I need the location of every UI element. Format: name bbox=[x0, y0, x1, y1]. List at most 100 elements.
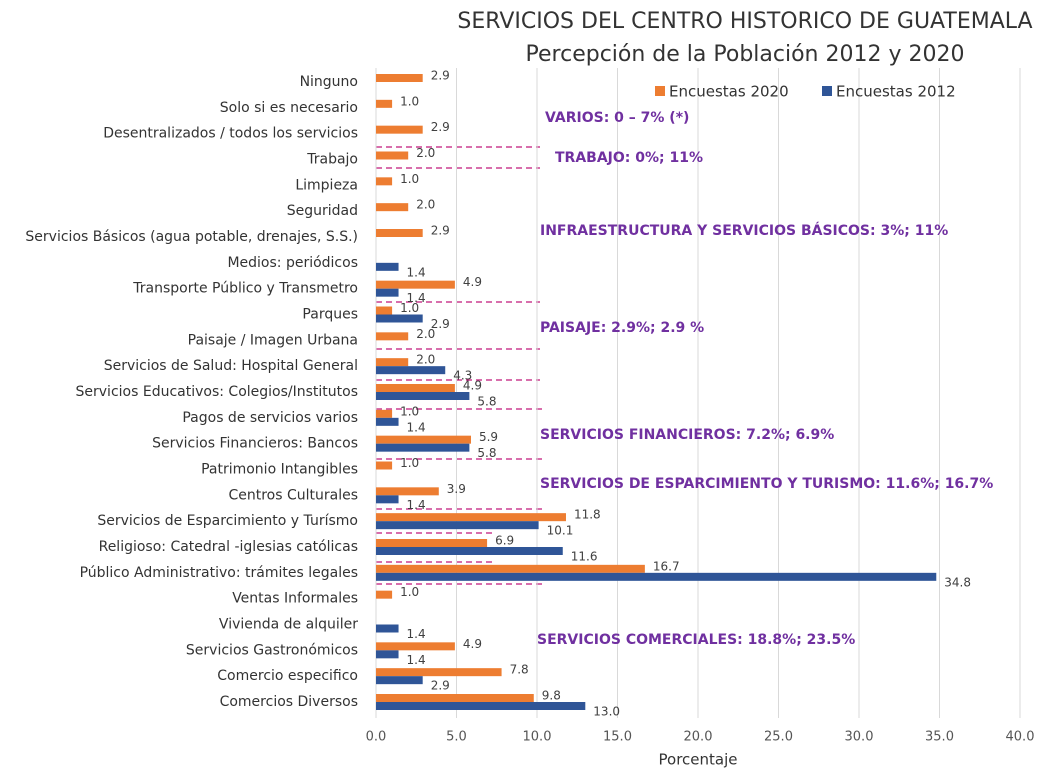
value-label: 2.0 bbox=[416, 198, 435, 212]
y-tick-label: Trabajo bbox=[306, 152, 358, 168]
chart-subtitle: Percepción de la Población 2012 y 2020 bbox=[526, 42, 965, 67]
x-tick-label: 10.0 bbox=[523, 730, 552, 745]
bar bbox=[376, 392, 470, 400]
y-tick-label: Parques bbox=[302, 307, 358, 323]
y-tick-label: Público Administrativo: trámites legales bbox=[80, 565, 358, 581]
value-label: 1.4 bbox=[407, 498, 426, 512]
value-label: 4.9 bbox=[463, 637, 482, 651]
x-tick-label: 30.0 bbox=[845, 730, 874, 745]
y-tick-label: Vivienda de alquiler bbox=[219, 617, 358, 633]
value-label: 2.9 bbox=[431, 69, 450, 83]
y-tick-label: Desentralizados / todos los servicios bbox=[103, 126, 358, 142]
value-label: 2.0 bbox=[416, 327, 435, 341]
bar bbox=[376, 74, 423, 82]
annotation: VARIOS: 0 – 7% (*) bbox=[545, 110, 689, 126]
annotation: SERVICIOS FINANCIEROS: 7.2%; 6.9% bbox=[540, 427, 834, 443]
y-tick-label: Servicios Gastronómicos bbox=[186, 642, 358, 658]
value-label: 2.9 bbox=[431, 679, 450, 693]
bar bbox=[376, 358, 409, 367]
y-tick-label: Ventas Informales bbox=[232, 591, 358, 607]
value-label: 9.8 bbox=[542, 689, 561, 703]
y-tick-label: Servicios de Esparcimiento y Turísmo bbox=[97, 513, 358, 529]
bar bbox=[376, 694, 534, 702]
value-label: 10.1 bbox=[547, 524, 574, 538]
y-tick-label: Solo si es necesario bbox=[220, 100, 358, 116]
bar bbox=[376, 513, 566, 522]
annotation: INFRAESTRUCTURA Y SERVICIOS BÁSICOS: 3%;… bbox=[540, 222, 948, 239]
value-label: 1.0 bbox=[400, 301, 419, 315]
annotation: SERVICIOS DE ESPARCIMIENTO Y TURISMO: 11… bbox=[540, 476, 993, 492]
value-label: 2.0 bbox=[416, 146, 435, 160]
bar bbox=[376, 521, 539, 530]
bar bbox=[376, 461, 393, 470]
y-tick-label: Servicios Educativos: Colegios/Instituto… bbox=[76, 384, 358, 400]
bar bbox=[376, 314, 423, 323]
bar bbox=[376, 366, 446, 375]
y-tick-label: Comercio especifico bbox=[217, 668, 358, 684]
value-label: 2.9 bbox=[431, 317, 450, 331]
bar bbox=[376, 177, 393, 186]
bar bbox=[376, 590, 393, 599]
value-label: 4.3 bbox=[453, 369, 472, 383]
y-tick-label: Servicios Básicos (agua potable, drenaje… bbox=[25, 229, 358, 245]
bar bbox=[376, 229, 423, 237]
bar bbox=[376, 288, 399, 297]
value-label: 1.4 bbox=[407, 291, 426, 305]
bar bbox=[376, 435, 471, 444]
annotation: SERVICIOS COMERCIALES: 18.8%; 23.5% bbox=[537, 632, 855, 648]
value-label: 6.9 bbox=[495, 534, 514, 548]
value-label: 4.9 bbox=[463, 275, 482, 289]
bar bbox=[376, 417, 399, 426]
value-label: 11.6 bbox=[571, 550, 598, 564]
y-tick-label: Religioso: Catedral -iglesias católicas bbox=[99, 539, 358, 555]
value-label: 16.7 bbox=[653, 559, 680, 573]
bar bbox=[376, 572, 937, 581]
bar bbox=[376, 151, 409, 160]
y-tick-label: Servicios de Salud: Hospital General bbox=[104, 358, 358, 374]
y-tick-label: Limpieza bbox=[295, 177, 358, 193]
bar bbox=[376, 203, 409, 212]
value-label: 4.9 bbox=[463, 379, 482, 393]
value-label: 2.9 bbox=[431, 224, 450, 238]
bar bbox=[376, 384, 455, 392]
value-label: 5.9 bbox=[479, 430, 498, 444]
value-label: 13.0 bbox=[593, 705, 620, 719]
bar bbox=[376, 443, 470, 452]
x-tick-label: 40.0 bbox=[1006, 730, 1035, 745]
bar bbox=[376, 262, 399, 271]
bar bbox=[376, 547, 563, 555]
value-label: 5.8 bbox=[477, 446, 496, 460]
value-label: 1.0 bbox=[400, 94, 419, 108]
bar bbox=[376, 306, 393, 315]
bar bbox=[376, 332, 409, 341]
bar bbox=[376, 487, 439, 496]
bar bbox=[376, 495, 399, 504]
x-tick-label: 25.0 bbox=[764, 730, 793, 745]
bar bbox=[376, 624, 399, 633]
x-tick-label: 5.0 bbox=[446, 730, 467, 745]
value-label: 2.0 bbox=[416, 353, 435, 367]
legend-swatch bbox=[655, 86, 665, 96]
legend-label: Encuestas 2020 bbox=[669, 83, 789, 101]
y-tick-label: Patrimonio Intangibles bbox=[201, 462, 358, 478]
annotation: PAISAJE: 2.9%; 2.9 % bbox=[540, 320, 704, 336]
value-label: 11.8 bbox=[574, 508, 601, 522]
value-label: 7.8 bbox=[510, 663, 529, 677]
legend-label: Encuestas 2012 bbox=[836, 83, 956, 101]
value-label: 1.4 bbox=[407, 420, 426, 434]
legend-swatch bbox=[822, 86, 832, 96]
bar bbox=[376, 280, 455, 289]
group-separators bbox=[376, 146, 545, 585]
y-tick-label: Comercios Diversos bbox=[220, 694, 358, 710]
bar bbox=[376, 99, 393, 108]
bar bbox=[376, 668, 502, 677]
y-tick-label: Pagos de servicios varios bbox=[182, 410, 358, 426]
bar bbox=[376, 676, 423, 685]
y-tick-label: Centros Culturales bbox=[228, 487, 358, 503]
bar bbox=[376, 702, 586, 710]
value-label: 3.9 bbox=[447, 482, 466, 496]
y-tick-label: Medios: periódicos bbox=[227, 255, 358, 271]
x-tick-label: 35.0 bbox=[925, 730, 954, 745]
x-tick-label: 15.0 bbox=[603, 730, 632, 745]
value-label: 1.4 bbox=[407, 627, 426, 641]
